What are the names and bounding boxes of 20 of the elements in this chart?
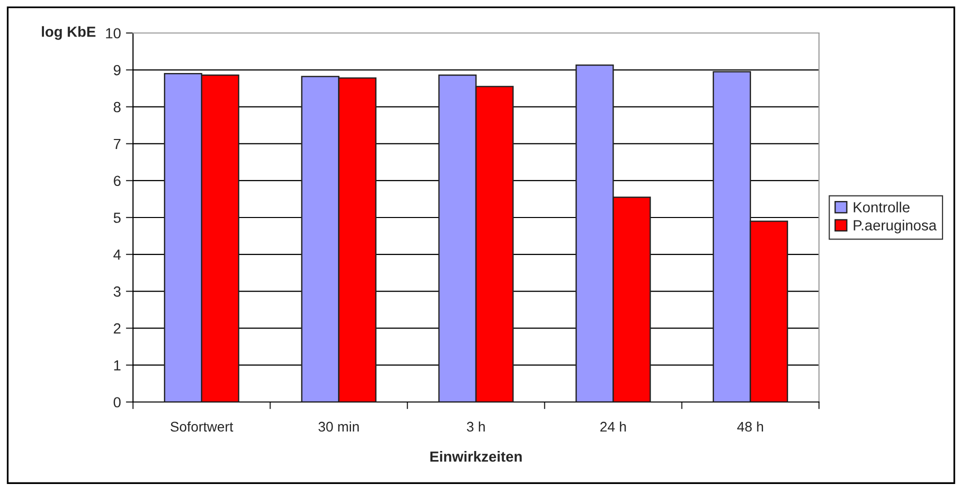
legend-label: P.aeruginosa <box>854 220 937 234</box>
y-tick-label: 3 <box>114 286 121 297</box>
legend-label: Kontrolle <box>854 202 910 212</box>
y-tick-label: 0 <box>114 397 121 408</box>
x-tick-label: 48 h <box>737 421 764 432</box>
x-tick-label: 3 h <box>466 421 485 432</box>
y-axis-title: log KbE <box>42 26 96 40</box>
x-tick-label: 24 h <box>600 421 626 432</box>
y-tick-label: 6 <box>114 176 121 186</box>
y-tick-label: 4 <box>113 250 121 260</box>
y-tick-label: 9 <box>114 65 121 76</box>
x-axis-title: Einwirkzeiten <box>430 451 522 462</box>
y-tick-label: 1 <box>114 360 120 370</box>
y-tick-label: 8 <box>114 102 121 112</box>
y-tick-label: 2 <box>114 323 120 334</box>
x-tick-label: 30 min <box>318 421 359 432</box>
x-tick-label: Sofortwert <box>170 421 234 432</box>
y-tick-label: 10 <box>106 28 121 38</box>
y-tick-label: 5 <box>114 212 121 223</box>
y-tick-label: 7 <box>114 138 120 149</box>
